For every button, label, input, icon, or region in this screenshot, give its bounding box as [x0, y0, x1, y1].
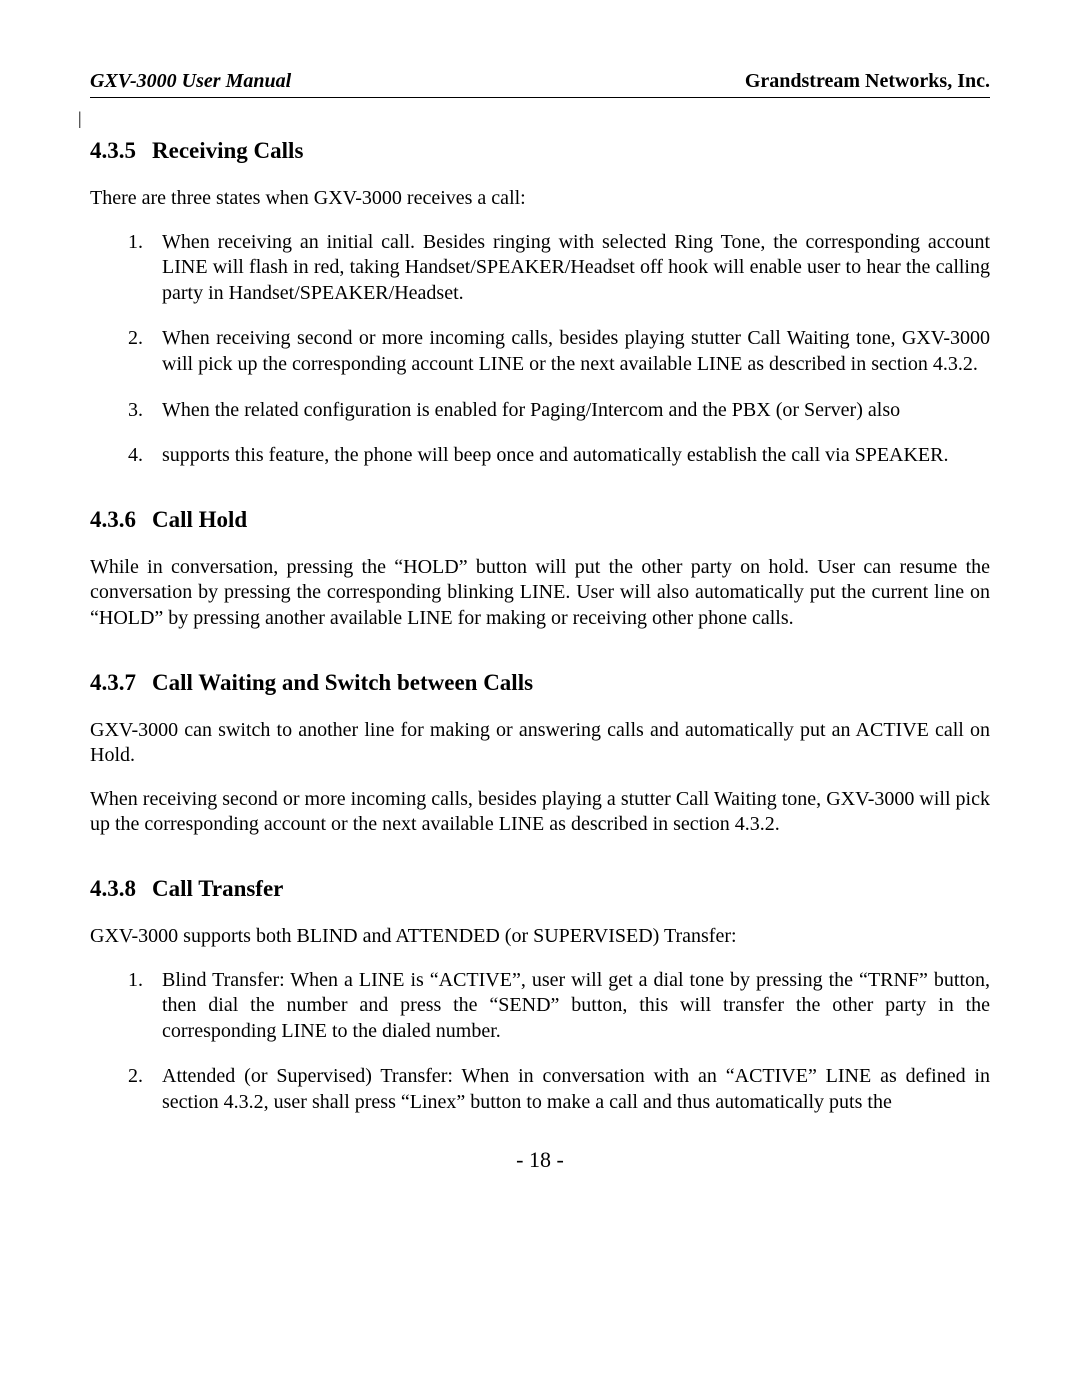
section-435-list: 1. When receiving an initial call. Besid… — [128, 230, 990, 469]
section-heading-437: 4.3.7 Call Waiting and Switch between Ca… — [90, 670, 990, 696]
section-435-intro: There are three states when GXV-3000 rec… — [90, 186, 990, 212]
section-title: Call Transfer — [152, 876, 283, 902]
section-436-para: While in conversation, pressing the “HOL… — [90, 555, 990, 632]
section-438-list: 1. Blind Transfer: When a LINE is “ACTIV… — [128, 968, 990, 1116]
list-number: 1. — [128, 968, 162, 1045]
list-body: When receiving an initial call. Besides … — [162, 230, 990, 307]
section-438-intro: GXV-3000 supports both BLIND and ATTENDE… — [90, 924, 990, 950]
section-437-para2: When receiving second or more incoming c… — [90, 787, 990, 838]
page-content: GXV-3000 User Manual Grandstream Network… — [0, 0, 1080, 1213]
list-body: supports this feature, the phone will be… — [162, 443, 990, 469]
page-number: - 18 - — [90, 1147, 990, 1173]
section-heading-435: 4.3.5 Receiving Calls — [90, 138, 990, 164]
section-title: Call Waiting and Switch between Calls — [152, 670, 533, 696]
list-item: 4. supports this feature, the phone will… — [128, 443, 990, 469]
page-header: GXV-3000 User Manual Grandstream Network… — [90, 70, 990, 98]
list-item: 2. When receiving second or more incomin… — [128, 326, 990, 377]
section-heading-436: 4.3.6 Call Hold — [90, 507, 990, 533]
section-number: 4.3.8 — [90, 876, 152, 902]
section-number: 4.3.5 — [90, 138, 152, 164]
list-number: 2. — [128, 1064, 162, 1115]
list-number: 2. — [128, 326, 162, 377]
revision-mark: | — [78, 108, 82, 129]
list-body: When receiving second or more incoming c… — [162, 326, 990, 377]
list-item: 3. When the related configuration is ena… — [128, 398, 990, 424]
header-right: Grandstream Networks, Inc. — [745, 70, 990, 93]
list-body: When the related configuration is enable… — [162, 398, 990, 424]
section-number: 4.3.6 — [90, 507, 152, 533]
header-left: GXV-3000 User Manual — [90, 70, 291, 93]
list-body: Blind Transfer: When a LINE is “ACTIVE”,… — [162, 968, 990, 1045]
list-item: 2. Attended (or Supervised) Transfer: Wh… — [128, 1064, 990, 1115]
list-body: Attended (or Supervised) Transfer: When … — [162, 1064, 990, 1115]
list-item: 1. Blind Transfer: When a LINE is “ACTIV… — [128, 968, 990, 1045]
list-number: 1. — [128, 230, 162, 307]
section-title: Receiving Calls — [152, 138, 303, 164]
section-437-para1: GXV-3000 can switch to another line for … — [90, 718, 990, 769]
section-heading-438: 4.3.8 Call Transfer — [90, 876, 990, 902]
section-title: Call Hold — [152, 507, 247, 533]
list-number: 4. — [128, 443, 162, 469]
list-number: 3. — [128, 398, 162, 424]
list-item: 1. When receiving an initial call. Besid… — [128, 230, 990, 307]
section-number: 4.3.7 — [90, 670, 152, 696]
